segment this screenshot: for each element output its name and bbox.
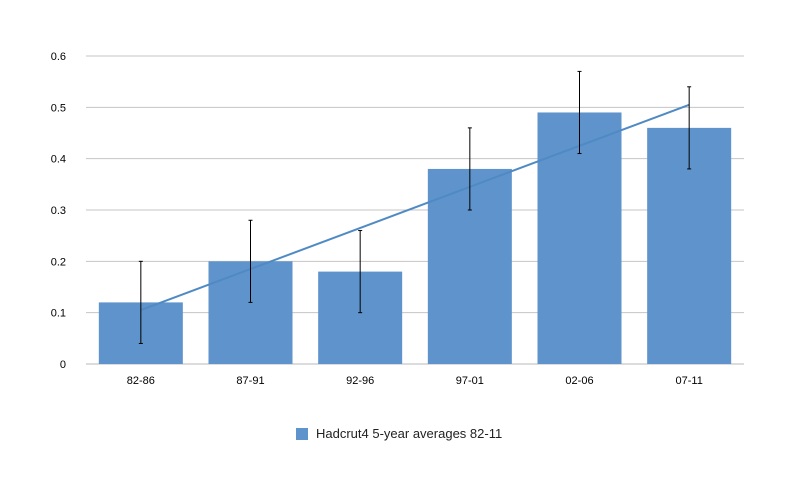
y-tick-label: 0.3 <box>51 205 66 217</box>
gridlines <box>86 55 744 365</box>
x-tick-label: 82-86 <box>127 375 155 387</box>
error-bar <box>138 260 143 344</box>
bar <box>537 112 622 364</box>
trendline-group <box>140 103 690 312</box>
x-tick-label: 87-91 <box>236 375 264 387</box>
legend-label: Hadcrut4 5-year averages 82-11 <box>316 426 503 441</box>
y-tick-label: 0.2 <box>51 256 66 268</box>
y-tick-label: 0.6 <box>51 51 66 63</box>
error-bars <box>138 70 692 344</box>
y-axis-tick-labels: 0 0.1 0.2 0.3 0.4 0.5 0.6 <box>51 51 66 371</box>
legend-swatch <box>296 427 308 440</box>
y-tick-label: 0 <box>60 359 66 371</box>
bars <box>98 112 732 364</box>
error-bar <box>467 127 472 211</box>
y-tick-label: 0.5 <box>51 102 66 114</box>
y-tick-label: 0.1 <box>51 308 66 320</box>
y-tick-label: 0.4 <box>51 154 66 166</box>
x-tick-label: 92-96 <box>346 375 374 387</box>
x-tick-label: 07-11 <box>676 375 703 387</box>
x-axis-tick-labels: 82-86 87-91 92-96 97-01 02-06 07-11 <box>127 375 703 387</box>
trendline <box>140 103 690 312</box>
legend: Hadcrut4 5-year averages 82-11 <box>296 426 502 441</box>
error-bar <box>687 86 692 170</box>
error-bar <box>358 230 363 314</box>
error-bar <box>577 70 582 155</box>
error-bar <box>248 219 253 303</box>
x-tick-label: 02-06 <box>565 375 593 387</box>
x-tick-label: 97-01 <box>456 375 484 387</box>
